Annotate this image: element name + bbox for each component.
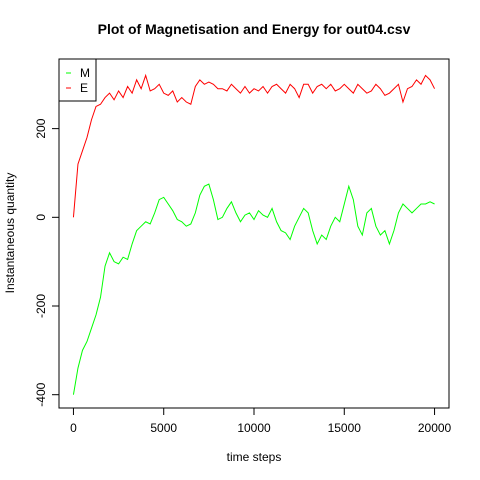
legend-label: M: [80, 66, 90, 80]
y-tick-label: 0: [34, 214, 48, 221]
y-tick-label: 200: [34, 118, 48, 138]
y-tick-label: -200: [34, 294, 48, 318]
x-tick-label: 15000: [328, 421, 362, 435]
x-axis-label: time steps: [227, 450, 282, 464]
x-tick-label: 5000: [150, 421, 177, 435]
chart-title: Plot of Magnetisation and Energy for out…: [98, 21, 411, 37]
legend-box: [58, 58, 97, 102]
x-tick-label: 10000: [237, 421, 271, 435]
series-line: [72, 183, 435, 395]
series-line: [72, 73, 436, 218]
y-tick-label: -400: [34, 382, 48, 406]
legend-label: E: [80, 81, 88, 95]
x-tick-label: 0: [70, 421, 77, 435]
y-axis-label: Instantaneous quantity: [3, 173, 17, 294]
x-tick-label: 20000: [418, 421, 452, 435]
